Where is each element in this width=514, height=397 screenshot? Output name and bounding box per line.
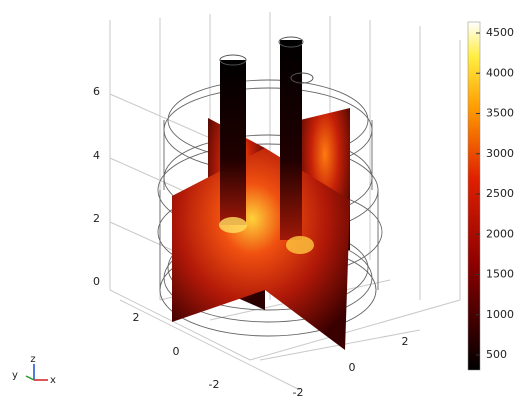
- z-tick-label: 6: [93, 85, 100, 98]
- colorbar-tick-label: 4500: [486, 26, 514, 39]
- y-tick-label: 0: [173, 345, 180, 358]
- triad-label: z: [30, 354, 35, 365]
- colorbar-tick-label: 500: [486, 348, 507, 361]
- y-tick-label: 2: [133, 311, 140, 324]
- x-tick-label: 0: [349, 361, 356, 374]
- colorbar-tick-label: 2500: [486, 187, 514, 200]
- x-tick-label: 2: [402, 335, 409, 348]
- plot: 500 1000 1500 2000 2500 3000 3500 4000 4500 0 2 4 6 2…: [0, 0, 514, 397]
- colorbar: [468, 22, 480, 370]
- triad: [26, 364, 48, 380]
- y-tick-label: -2: [209, 378, 220, 391]
- z-tick-label: 2: [93, 212, 100, 225]
- z-tick-label: 4: [93, 149, 100, 162]
- colorbar-tick-label: 1000: [486, 308, 514, 321]
- triad-label: x: [50, 375, 56, 386]
- colorbar-tick-label: 3500: [486, 107, 514, 120]
- colorbar-tick-label: 4000: [486, 66, 514, 79]
- z-tick-label: 0: [93, 275, 100, 288]
- colorbar-tick-label: 2000: [486, 227, 514, 240]
- colorbar-tick-label: 1500: [486, 268, 514, 281]
- x-tick-label: -2: [293, 386, 304, 397]
- colorbar-tick-label: 3000: [486, 147, 514, 160]
- triad-label: y: [12, 370, 18, 381]
